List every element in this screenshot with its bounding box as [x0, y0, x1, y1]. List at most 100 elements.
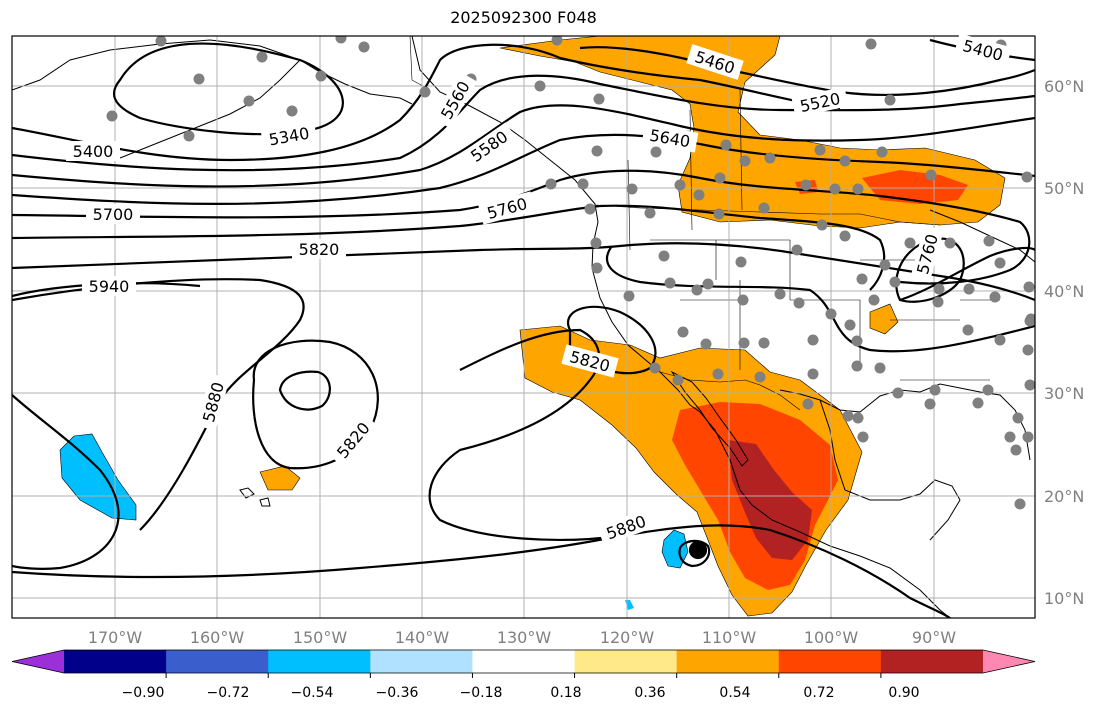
contour-5340 — [112, 42, 344, 136]
station-marker — [932, 296, 944, 308]
station-marker — [857, 431, 869, 443]
station-marker — [577, 178, 589, 190]
longitude-label: 140°W — [395, 628, 450, 647]
station-marker — [672, 374, 684, 386]
mexico-east-coast — [819, 399, 961, 541]
station-marker — [791, 244, 803, 256]
latitude-label: 10°N — [1044, 589, 1084, 608]
station-marker — [994, 257, 1006, 269]
station-marker — [700, 338, 712, 350]
station-marker — [816, 219, 828, 231]
station-marker — [933, 283, 945, 295]
colorbar-segment — [880, 650, 984, 673]
contour-5880-east — [428, 328, 621, 541]
station-marker — [1004, 431, 1016, 443]
station-marker — [852, 412, 864, 424]
colorbar-tick-label: 0.18 — [550, 685, 581, 701]
station-marker — [714, 172, 726, 184]
station-marker — [256, 51, 268, 63]
colorbar-segment — [268, 650, 371, 673]
height-contours — [12, 38, 1035, 618]
station-marker — [644, 207, 656, 219]
station-marker — [551, 36, 563, 46]
station-marker — [712, 368, 724, 380]
alaska — [12, 39, 413, 105]
station-marker — [1024, 379, 1035, 391]
extreme-anomaly-mexico — [728, 440, 812, 560]
station-marker — [626, 183, 638, 195]
station-marker — [658, 250, 670, 262]
station-marker — [865, 38, 877, 50]
station-marker — [774, 288, 786, 300]
contour-5400 — [12, 43, 841, 162]
station-marker — [155, 36, 167, 47]
station-marker — [584, 203, 596, 215]
colorbar-segment — [166, 650, 269, 673]
baja-peninsula — [670, 370, 749, 467]
map-title: 2025092300 F048 — [450, 8, 597, 27]
station-marker — [983, 235, 995, 247]
station-marker — [972, 397, 984, 409]
station-marker — [193, 73, 205, 85]
colorbar-extend-min — [12, 650, 64, 673]
contour-5760 — [12, 204, 886, 291]
station-marker — [1024, 315, 1035, 327]
colorbar-tick-label: 0.90 — [888, 685, 919, 701]
hawaii — [239, 487, 271, 507]
station-marker — [1022, 431, 1034, 443]
station-marker — [879, 259, 891, 271]
colorbar-tick-labels: −0.90 −0.72 −0.54 −0.36 −0.18 0.18 0.36 … — [122, 685, 920, 701]
latitude-label: 20°N — [1044, 487, 1084, 506]
station-marker — [814, 144, 826, 156]
station-marker — [874, 362, 886, 374]
station-marker — [243, 95, 255, 107]
station-marker — [944, 237, 956, 249]
longitude-label: 150°W — [293, 628, 348, 647]
station-marker — [735, 256, 747, 268]
station-marker — [545, 178, 557, 190]
contour-label: 5940 — [89, 277, 130, 296]
station-marker — [183, 130, 195, 142]
station-marker — [754, 371, 766, 383]
station-marker — [764, 152, 776, 164]
colorbar-tick-label: −0.90 — [122, 685, 165, 701]
station-marker — [720, 139, 732, 151]
contour-label: 5400 — [73, 142, 114, 161]
station-marker — [800, 179, 812, 191]
station-marker — [851, 335, 863, 347]
longitude-label: 90°W — [912, 628, 956, 647]
positive-anomaly-small-2 — [259, 465, 301, 491]
station-marker — [106, 110, 118, 122]
longitude-axis: 170°W 160°W 150°W 140°W 130°W 120°W 110°… — [88, 628, 956, 647]
contour-5640 — [12, 133, 1035, 205]
contour-5820-inner — [278, 370, 331, 411]
colorbar-segment — [472, 650, 576, 673]
station-marker — [962, 324, 974, 336]
station-marker — [844, 319, 856, 331]
colorbar-outline — [11, 649, 1036, 674]
station-marker — [315, 70, 327, 82]
contour-5760-east — [899, 246, 1035, 302]
station-marker — [1023, 281, 1035, 293]
longitude-label: 120°W — [600, 628, 655, 647]
station-marker — [691, 284, 703, 296]
colorbar-tick-label: −0.18 — [460, 685, 503, 701]
longitude-label: 110°W — [702, 628, 757, 647]
colorbar-segment — [676, 650, 780, 673]
station-marker — [702, 278, 714, 290]
station-marker — [737, 294, 749, 306]
colorbar-tick-label: 0.72 — [803, 685, 834, 701]
station-marker — [904, 237, 916, 249]
station-marker — [739, 155, 751, 167]
station-marker — [758, 202, 770, 214]
longitude-label: 170°W — [88, 628, 143, 647]
contour-label: 5820 — [299, 240, 340, 259]
station-marker — [856, 273, 868, 285]
station-marker — [839, 155, 851, 167]
colorbar-tick-label: −0.72 — [207, 685, 250, 701]
longitude-label: 160°W — [190, 628, 245, 647]
station-marker — [851, 360, 863, 372]
contour-5580 — [12, 104, 1035, 188]
contour-5880 — [12, 394, 120, 570]
